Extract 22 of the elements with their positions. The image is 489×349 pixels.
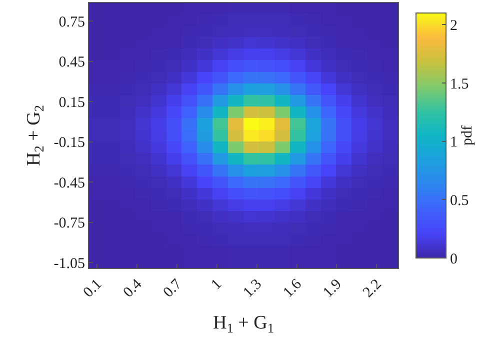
color-bar-label: 1.5: [450, 76, 469, 92]
y-tick-label: 0.75: [58, 14, 85, 30]
y-tick-label: -0.45: [54, 175, 85, 192]
y-tick-label: -0.15: [54, 135, 85, 152]
x-tick-label: 0.4: [120, 276, 146, 301]
x-tick-label: 0.7: [160, 276, 186, 301]
x-axis-title: H$_{1}$ + G$_{1}$: [213, 312, 274, 336]
x-tick-label: 0.1: [80, 276, 106, 301]
color-bar-title: pdf: [460, 126, 476, 146]
color-bar-label: 0: [450, 251, 458, 268]
y-tick-label: -1.05: [54, 256, 85, 272]
x-tick-label: 1: [208, 276, 225, 293]
x-tick-label: 2.2: [360, 276, 385, 301]
color-bar-label: 0.5: [450, 192, 469, 209]
x-tick-label: 1.6: [280, 276, 306, 301]
x-tick-label: 1.3: [240, 276, 265, 301]
y-tick-label: -0.75: [54, 216, 85, 232]
y-tick-label: 0.45: [58, 54, 85, 71]
color-bar-label: 1: [450, 134, 458, 151]
y-tick-label: 0.15: [58, 94, 85, 111]
color-bar-label: 2: [450, 18, 458, 34]
x-tick-label: 1.9: [320, 276, 345, 301]
